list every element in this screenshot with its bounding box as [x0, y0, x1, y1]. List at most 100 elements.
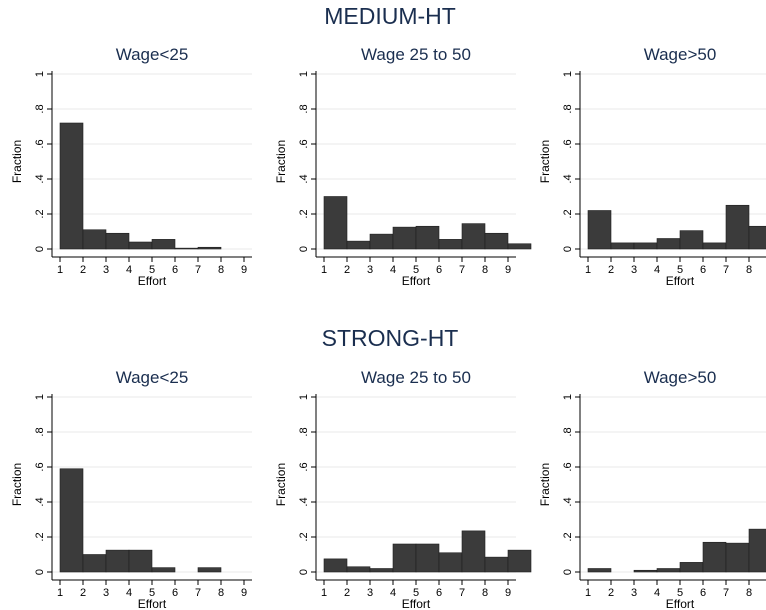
- x-tick-label: 3: [367, 587, 373, 599]
- y-tick-label: 1: [562, 71, 574, 77]
- histogram-bar: [484, 232, 509, 250]
- x-tick-label: 2: [80, 264, 86, 276]
- y-tick-label: .2: [34, 532, 46, 541]
- histogram-bar: [105, 232, 130, 250]
- histogram-bar: [438, 552, 463, 573]
- x-tick-label: 2: [608, 264, 614, 276]
- x-tick-label: 4: [654, 264, 660, 276]
- x-tick-label: 4: [654, 587, 660, 599]
- x-tick-label: 6: [172, 264, 178, 276]
- y-tick-label: 0: [298, 246, 310, 252]
- histogram-bar: [610, 242, 635, 250]
- x-tick-label: 1: [57, 587, 63, 599]
- panel-title: Wage 25 to 50: [361, 368, 471, 387]
- x-tick-label: 3: [367, 264, 373, 276]
- x-tick-label: 6: [700, 587, 706, 599]
- x-tick-label: 2: [608, 587, 614, 599]
- panel-title: Wage 25 to 50: [361, 45, 471, 64]
- y-axis-label: Fraction: [10, 463, 24, 506]
- x-tick-label: 6: [700, 264, 706, 276]
- y-tick-label: 1: [298, 71, 310, 77]
- y-tick-label: .2: [298, 209, 310, 218]
- y-tick-label: .4: [298, 174, 310, 183]
- x-tick-label: 7: [459, 264, 465, 276]
- y-tick-label: .6: [562, 462, 574, 471]
- y-tick-label: .8: [34, 427, 46, 436]
- x-tick-label: 1: [321, 264, 327, 276]
- y-tick-label: 0: [34, 246, 46, 252]
- panel-title: Wage>50: [644, 45, 717, 64]
- x-tick-label: 8: [218, 264, 224, 276]
- y-axis-label: Fraction: [538, 140, 552, 183]
- x-tick-label: 5: [149, 264, 155, 276]
- histogram-bar: [679, 562, 704, 573]
- y-tick-label: 0: [562, 569, 574, 575]
- histogram-bar: [507, 549, 532, 573]
- x-axis-label: Effort: [138, 274, 167, 288]
- panel-5: Wage 25 to 50 0 .2 .4 .6 .8 1 1 2 3 4 5 6 7 8 9 Effort Fr…: [274, 368, 532, 610]
- y-tick-label: 1: [562, 394, 574, 400]
- x-tick-label: 8: [482, 264, 488, 276]
- x-axis-label: Effort: [402, 274, 431, 288]
- histogram-bar: [725, 204, 750, 250]
- histogram-bar: [656, 238, 681, 250]
- x-tick-label: 3: [631, 264, 637, 276]
- y-tick-label: 0: [562, 246, 574, 252]
- x-tick-label: 1: [585, 264, 591, 276]
- x-tick-label: 4: [126, 587, 132, 599]
- group-title-strong-ht: STRONG-HT: [322, 325, 459, 351]
- panel-2: Wage 25 to 50 0 .2 .4 .6 .8 1 1 2 3 4 5 6 7 8 9 Effort Fr…: [274, 45, 532, 288]
- histogram-bar: [346, 566, 371, 573]
- histogram-bar: [679, 230, 704, 250]
- x-tick-label: 6: [436, 587, 442, 599]
- histogram-bar: [633, 569, 658, 573]
- x-tick-label: 7: [195, 264, 201, 276]
- histogram-bar: [748, 528, 766, 573]
- histogram-bar: [507, 243, 532, 250]
- x-tick-label: 5: [413, 264, 419, 276]
- histogram-bar: [392, 226, 417, 250]
- histogram-bar: [82, 554, 107, 573]
- y-tick-label: .6: [34, 462, 46, 471]
- y-tick-label: .4: [562, 174, 574, 183]
- y-tick-label: .4: [34, 174, 46, 183]
- x-tick-label: 7: [459, 587, 465, 599]
- y-tick-label: .8: [298, 427, 310, 436]
- x-tick-label: 3: [103, 587, 109, 599]
- histogram-bar: [438, 239, 463, 250]
- y-tick-label: .6: [562, 139, 574, 148]
- histogram-bar: [587, 210, 612, 250]
- y-tick-label: .6: [34, 139, 46, 148]
- y-tick-label: .2: [562, 209, 574, 218]
- x-tick-label: 4: [390, 264, 396, 276]
- y-tick-label: .2: [34, 209, 46, 218]
- y-tick-label: 1: [34, 394, 46, 400]
- y-axis-label: Fraction: [274, 463, 288, 506]
- histogram-panels: Wage<25 0 .2 .4 .6 .8 1 1 2 3 4 5 6 7 8 9 Effort Fraction…: [10, 45, 766, 610]
- y-tick-label: .2: [298, 532, 310, 541]
- histogram-bar: [484, 556, 509, 573]
- x-tick-label: 2: [344, 587, 350, 599]
- x-tick-label: 9: [241, 587, 247, 599]
- y-tick-label: .6: [298, 462, 310, 471]
- y-axis-label: Fraction: [10, 140, 24, 183]
- group-title-medium-ht: MEDIUM-HT: [324, 3, 456, 29]
- y-tick-label: .8: [34, 104, 46, 113]
- histogram-bar: [59, 122, 84, 250]
- histogram-bar: [197, 246, 222, 250]
- histogram-bar: [323, 196, 348, 250]
- histogram-bar: [702, 242, 727, 250]
- histogram-bar: [415, 543, 440, 573]
- x-axis-label: Effort: [402, 597, 431, 610]
- histogram-bar: [461, 223, 486, 250]
- y-tick-label: .4: [562, 497, 574, 506]
- x-axis-label: Effort: [666, 274, 695, 288]
- y-tick-label: .8: [298, 104, 310, 113]
- y-tick-label: 0: [298, 569, 310, 575]
- histogram-bar: [415, 225, 440, 250]
- x-tick-label: 6: [172, 587, 178, 599]
- x-tick-label: 4: [126, 264, 132, 276]
- y-axis-label: Fraction: [274, 140, 288, 183]
